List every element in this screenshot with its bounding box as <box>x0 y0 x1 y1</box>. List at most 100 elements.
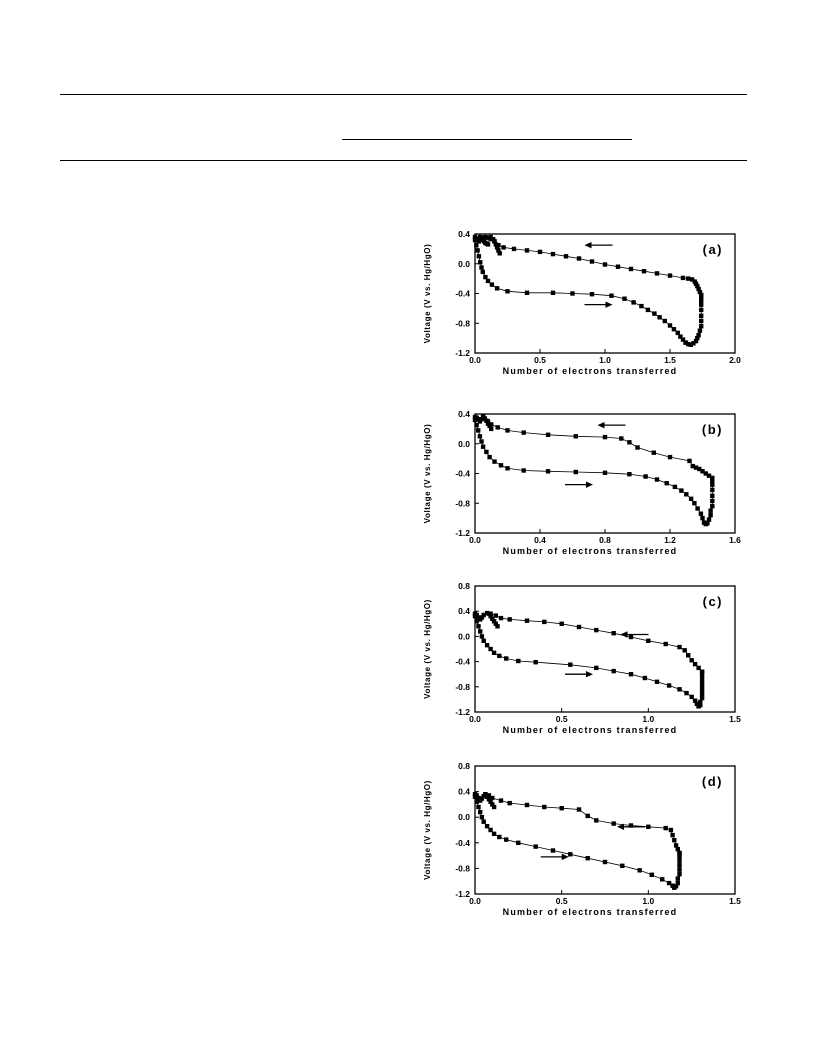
chart-b-point <box>693 465 699 470</box>
chart-b-point <box>479 417 484 422</box>
chart-d-point <box>677 854 682 860</box>
chart-b-point <box>635 445 640 450</box>
x-tick-label: 1.5 <box>664 355 676 365</box>
x-tick-label: 0.0 <box>469 714 481 724</box>
chart-c-point <box>533 660 538 665</box>
x-tick-label: 0.0 <box>469 355 481 365</box>
chart-c-point <box>516 658 521 664</box>
y-tick-label: 0.0 <box>458 259 470 269</box>
chart-d-point <box>677 850 682 856</box>
y-tick-label: 0.0 <box>458 439 470 449</box>
chart-a-point <box>696 333 701 338</box>
chart-d-svg: 0.0 0.5 1.0 1.5 -1.2 -0.8 -0.4 0.0 0.4 0.8 Number … <box>423 761 741 917</box>
chart-d-point <box>673 843 679 848</box>
x-tick-label: 0.4 <box>534 535 546 545</box>
chart-a-point <box>699 307 704 313</box>
y-tick-label: -0.8 <box>455 682 470 692</box>
chart-a-point <box>505 289 510 294</box>
y-axis-label: Voltage (V vs. Hg/HgO) <box>423 599 432 699</box>
chart-a-point <box>662 318 667 324</box>
chart-d-point <box>585 856 590 861</box>
chart-a-point <box>563 254 569 259</box>
chart-c-point <box>684 690 689 696</box>
chart-panel-c: 0.0 0.5 1.0 1.5 -1.2 -0.8 -0.4 0.0 0.4 0.8 Number … <box>415 577 755 747</box>
y-tick-label: 0.8 <box>458 581 470 591</box>
chart-a-point <box>476 254 482 259</box>
chart-d-point <box>476 804 481 810</box>
chart-c-point <box>524 618 530 623</box>
chart-b-point <box>602 470 608 475</box>
chart-d-point <box>550 848 556 853</box>
chart-a-point <box>496 248 501 253</box>
chart-b-point <box>573 434 578 439</box>
chart-a-point <box>570 291 575 296</box>
chart-a-point <box>686 276 691 281</box>
chart-a-point <box>631 300 636 305</box>
chart-a-point <box>645 307 651 313</box>
chart-d-point <box>637 868 642 873</box>
chart-b-point <box>679 488 684 493</box>
chart-c-point <box>663 641 668 647</box>
chart-b-point <box>667 454 673 460</box>
chart-b-point <box>710 478 715 484</box>
chart-b-point <box>573 469 578 475</box>
chart-c-point <box>504 656 509 661</box>
direction-arrowhead <box>620 631 628 638</box>
chart-c-point <box>699 684 705 689</box>
chart-a-point <box>494 286 500 291</box>
chart-b-point <box>472 414 478 420</box>
chart-b-point <box>476 428 481 433</box>
direction-arrowhead <box>586 481 593 488</box>
chart-d-series-2-line <box>474 793 680 854</box>
chart-a-point <box>691 341 696 346</box>
chart-d-point <box>491 804 497 810</box>
chart-b-point <box>706 473 712 478</box>
chart-a-point <box>678 334 683 339</box>
chart-b-point <box>498 463 504 468</box>
y-tick-label: -1.2 <box>455 528 470 538</box>
chart-d-point <box>559 806 564 811</box>
chart-b-point <box>484 418 489 423</box>
chart-c-point <box>488 614 493 619</box>
x-tick-label: 1.0 <box>642 714 654 724</box>
chart-c-point <box>491 619 497 624</box>
y-tick-label: 0.0 <box>458 631 470 641</box>
x-tick-label: 0.0 <box>469 535 481 545</box>
chart-c-point <box>611 631 616 636</box>
chart-a-point <box>496 243 501 248</box>
y-tick-label: -1.2 <box>455 707 470 717</box>
chart-d-point <box>479 815 485 820</box>
y-axis-label: Voltage (V vs. Hg/HgO) <box>423 780 432 880</box>
chart-b-point <box>692 501 697 506</box>
chart-c-point <box>559 621 564 626</box>
chart-b-point <box>705 521 710 526</box>
chart-d-point <box>663 825 668 831</box>
chart-c-point <box>491 650 497 655</box>
chart-panel-a: 0.0 0.5 1.0 1.5 2.0 -1.2 -0.8 -0.4 0.0 0.4 Number … <box>415 222 755 387</box>
chart-panel-b: 0.0 0.4 0.8 1.2 1.6 -1.2 -0.8 -0.4 0.0 0.4 Number … <box>415 402 755 567</box>
chart-b-point <box>664 481 669 486</box>
chart-b-point <box>627 472 632 477</box>
chart-d-point <box>602 859 608 865</box>
chart-b-point <box>480 444 486 449</box>
chart-b-svg: 0.0 0.4 0.8 1.2 1.6-1.2-0.8-0.40.00.4Number … <box>423 409 741 556</box>
chart-c-point <box>692 661 698 667</box>
chart-c-point <box>568 662 573 667</box>
chart-a-point <box>550 290 556 295</box>
chart-c-point <box>476 624 481 629</box>
chart-a-point <box>699 292 704 298</box>
chart-c-point <box>646 638 651 643</box>
chart-d-point <box>478 798 483 803</box>
x-tick-label: 1.5 <box>729 714 741 724</box>
y-tick-label: -1.2 <box>455 889 470 899</box>
chart-d-point <box>677 872 682 877</box>
chart-b-point <box>710 475 715 481</box>
y-tick-label: -1.2 <box>455 348 470 358</box>
chart-c-series-0-line <box>474 616 699 707</box>
chart-b-point <box>505 428 510 433</box>
x-tick-label: 0.0 <box>469 896 481 906</box>
plot-frame <box>474 233 736 354</box>
chart-d-point <box>490 795 495 801</box>
top-rule <box>60 94 747 95</box>
chart-a-point <box>602 262 608 267</box>
